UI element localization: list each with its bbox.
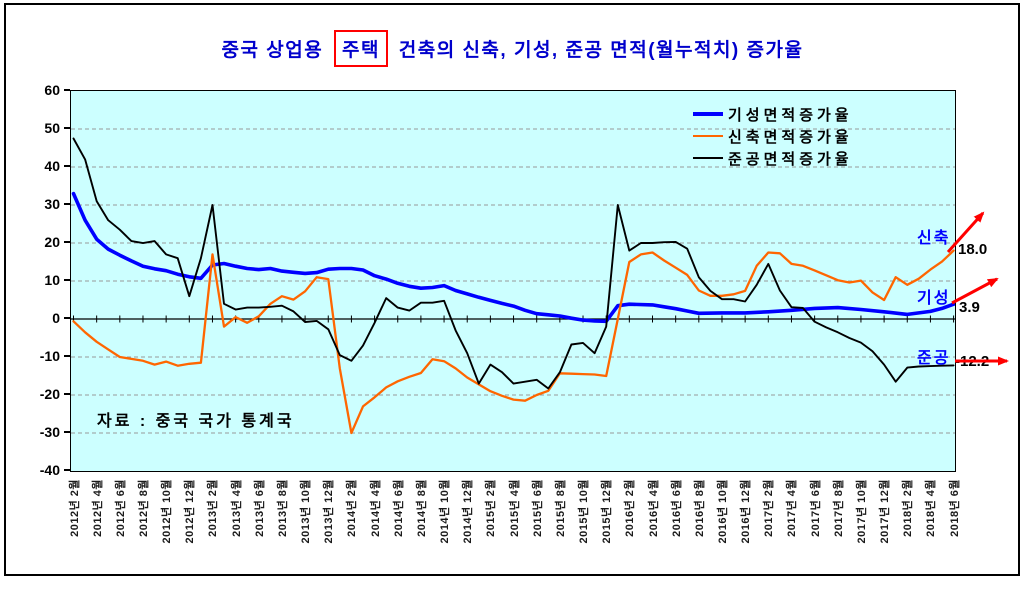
x-axis-label: 2017년 8월: [832, 479, 845, 537]
x-axis-label: 2013년 12월: [323, 479, 336, 544]
legend-line-swatch: [693, 157, 723, 159]
x-axis-label: 2016년 2월: [624, 479, 637, 537]
x-axis-label: 2012년 10월: [161, 479, 174, 544]
chart-canvas: [71, 128, 955, 435]
series-line-2: [72, 137, 955, 390]
x-axis-label: 2012년 4월: [91, 479, 104, 537]
x-axis-label: 2017년 10월: [855, 479, 868, 544]
series-line-1: [72, 249, 955, 435]
x-axis-label: 2016년 10월: [716, 479, 729, 544]
chart-title: 중국 상업용 주택 건축의 신축, 기성, 준공 면적(월누적치) 증가율: [0, 30, 1025, 67]
x-axis-label: 2013년 4월: [230, 479, 243, 537]
x-axis-label: 2015년 2월: [485, 479, 498, 537]
y-tick-mark: [64, 279, 70, 281]
x-axis-label: 2014년 2월: [346, 479, 359, 537]
y-axis-label: 10: [44, 272, 60, 288]
y-tick-mark: [64, 165, 70, 167]
y-tick-mark: [64, 203, 70, 205]
x-axis-label: 2014년 10월: [439, 479, 452, 544]
x-axis-label: 2015년 8월: [554, 479, 567, 537]
series-end-label-sinchuk: 신축: [917, 230, 951, 247]
plot-area: 기성면적증가율 신축면적증가율 준공면적증가율 자료 : 중국 국가 통계국 신축 …: [70, 90, 956, 472]
end-value-sinchuk: 18.0: [958, 241, 988, 258]
x-axis-label: 2017년 6월: [809, 479, 822, 537]
title-text-before: 중국 상업용: [221, 40, 324, 61]
legend-line-swatch: [693, 112, 723, 116]
legend-item: 준공면적증가율: [693, 147, 853, 169]
y-tick-mark: [64, 393, 70, 395]
y-axis-label: 40: [44, 158, 60, 174]
x-axis-label: 2014년 4월: [369, 479, 382, 537]
y-tick-mark: [64, 89, 70, 91]
source-note: 자료 : 중국 국가 통계국: [97, 413, 295, 430]
x-axis-label: 2017년 2월: [763, 479, 776, 537]
x-axis-label: 2018년 6월: [948, 479, 961, 537]
x-axis-label: 2016년 6월: [670, 479, 683, 537]
x-axis-label: 2016년 4월: [647, 479, 660, 537]
y-tick-mark: [64, 241, 70, 243]
y-axis-label: -20: [39, 386, 60, 402]
y-axis-label: 50: [44, 120, 60, 136]
x-axis-label: 2013년 2월: [207, 479, 220, 537]
y-axis-label: 60: [44, 82, 60, 98]
x-axis-label: 2016년 12월: [740, 479, 753, 544]
end-value-jungong: -12.2: [955, 353, 990, 370]
title-boxed-word: 주택: [333, 30, 388, 67]
legend-item: 신축면적증가율: [693, 125, 853, 147]
x-axis-label: 2018년 4월: [925, 479, 938, 537]
x-axis-label: 2013년 10월: [300, 479, 313, 544]
legend-label: 기성면적증가율: [728, 106, 853, 124]
x-axis-label: 2012년 12월: [184, 479, 197, 544]
x-axis-label: 2015년 4월: [508, 479, 521, 537]
x-axis-label: 2017년 12월: [879, 479, 892, 544]
legend-label: 준공면적증가율: [728, 150, 853, 168]
x-axis-label: 2013년 6월: [253, 479, 266, 537]
x-axis-label: 2017년 4월: [786, 479, 799, 537]
x-axis-label: 2012년 6월: [114, 479, 127, 537]
y-axis-label: 30: [44, 196, 60, 212]
y-axis-label: -40: [39, 462, 60, 478]
y-axis-label: 20: [44, 234, 60, 250]
x-axis-label: 2015년 12월: [601, 479, 614, 544]
series-end-label-giseong: 기성: [917, 290, 951, 307]
series-end-label-jungong: 준공: [917, 350, 951, 367]
title-text-after: 건축의 신축, 기성, 준공 면적(월누적치) 증가율: [398, 40, 804, 61]
legend-line-swatch: [693, 134, 723, 138]
x-axis-label: 2014년 6월: [392, 479, 405, 537]
legend-item: 기성면적증가율: [693, 103, 853, 125]
legend-label: 신축면적증가율: [728, 128, 853, 146]
y-tick-mark: [64, 355, 70, 357]
x-axis-label: 2014년 8월: [415, 479, 428, 537]
x-axis-label: 2012년 2월: [68, 479, 81, 537]
x-axis-label: 2015년 6월: [531, 479, 544, 537]
x-axis-label: 2015년 10월: [578, 479, 591, 544]
y-tick-mark: [64, 431, 70, 433]
y-tick-mark: [64, 469, 70, 471]
series-line-0: [71, 191, 955, 324]
y-axis-label: -10: [39, 348, 60, 364]
x-axis-label: 2016년 8월: [693, 479, 706, 537]
x-axis-label: 2012년 8월: [137, 479, 150, 537]
x-axis-label: 2013년 8월: [276, 479, 289, 537]
x-axis-label: 2014년 12월: [462, 479, 475, 544]
y-axis-label: 0: [52, 310, 60, 326]
y-axis-label: -30: [39, 424, 60, 440]
end-value-giseong: 3.9: [959, 299, 980, 316]
x-axis-label: 2018년 2월: [902, 479, 915, 537]
y-tick-mark: [64, 317, 70, 319]
y-tick-mark: [64, 127, 70, 129]
